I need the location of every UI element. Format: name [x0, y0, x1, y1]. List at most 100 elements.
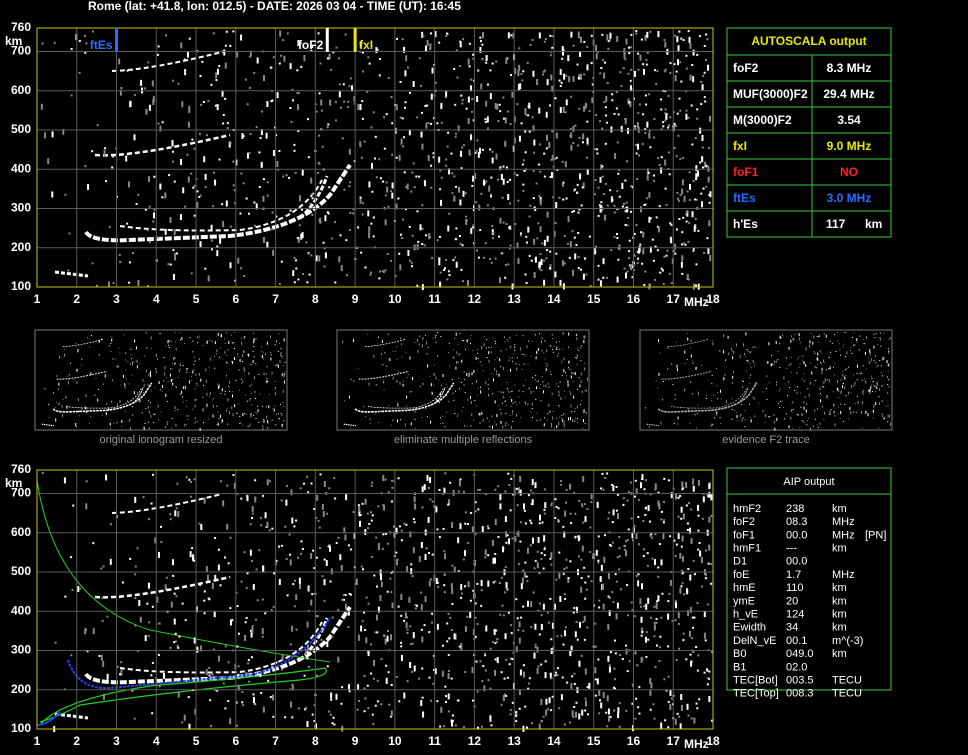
noise-dot — [565, 74, 568, 77]
noise-dot — [376, 679, 379, 682]
noise-dot — [630, 601, 633, 604]
noise-dot — [574, 535, 577, 538]
noise-dot — [183, 58, 186, 61]
noise-dot — [731, 382, 733, 384]
noise-dot — [361, 213, 364, 216]
noise-dot — [119, 352, 121, 354]
noise-dot — [830, 409, 832, 411]
noise-dot — [654, 488, 657, 491]
noise-dot — [224, 390, 226, 392]
noise-dot — [176, 644, 179, 647]
x-tick-label: 6 — [232, 292, 239, 306]
noise-dot — [803, 380, 805, 382]
noise-dot — [210, 83, 213, 86]
noise-dot — [563, 390, 565, 392]
noise-dot — [608, 511, 611, 514]
noise-dot — [294, 579, 297, 582]
noise-dot — [142, 496, 145, 499]
noise-dot — [656, 249, 659, 252]
aip-cell: 20 — [786, 595, 798, 607]
noise-dot — [628, 250, 631, 253]
noise-dot — [427, 346, 429, 348]
noise-dot — [686, 273, 689, 280]
noise-dot — [289, 63, 292, 70]
noise-dot — [285, 499, 288, 506]
noise-dot — [564, 111, 567, 114]
noise-dot — [680, 545, 683, 548]
noise-dot — [878, 337, 880, 339]
noise-dot — [348, 148, 351, 155]
noise-dot — [262, 351, 264, 353]
noise-dot — [145, 407, 147, 409]
noise-dot — [711, 383, 713, 385]
noise-dot — [536, 412, 538, 414]
noise-dot — [165, 34, 168, 37]
thumbnail-caption: eliminate multiple reflections — [394, 434, 533, 446]
noise-dot — [594, 678, 597, 681]
noise-dot — [383, 504, 386, 511]
noise-dot — [695, 646, 698, 649]
noise-dot — [599, 72, 602, 75]
noise-dot — [91, 30, 94, 33]
noise-dot — [689, 606, 692, 613]
noise-dot — [502, 695, 505, 702]
noise-dot — [496, 415, 498, 417]
noise-dot — [521, 368, 523, 370]
noise-dot — [330, 568, 333, 575]
noise-dot — [584, 597, 587, 600]
noise-dot — [460, 583, 463, 590]
noise-dot — [199, 645, 202, 652]
noise-dot — [447, 673, 450, 680]
noise-dot — [418, 343, 420, 345]
noise-dot — [603, 61, 606, 64]
noise-dot — [147, 405, 149, 409]
noise-dot — [317, 32, 320, 35]
row-value: 117 — [826, 217, 846, 231]
noise-dot — [248, 353, 250, 357]
noise-dot — [318, 92, 321, 95]
noise-dot — [723, 334, 725, 338]
noise-dot — [468, 65, 471, 68]
noise-dot — [296, 237, 299, 240]
noise-dot — [417, 240, 420, 243]
noise-dot — [348, 229, 351, 232]
noise-dot — [713, 417, 715, 419]
noise-dot — [798, 356, 800, 358]
noise-dot — [543, 488, 546, 491]
noise-dot — [122, 374, 124, 378]
noise-dot — [882, 384, 884, 386]
noise-dot — [582, 273, 585, 280]
noise-dot — [611, 93, 614, 96]
noise-dot — [274, 344, 276, 346]
noise-dot — [72, 504, 75, 507]
noise-dot — [496, 370, 498, 372]
noise-dot — [425, 341, 427, 345]
noise-dot — [674, 252, 677, 255]
noise-dot — [836, 387, 838, 391]
noise-dot — [258, 421, 260, 423]
noise-dot — [413, 496, 416, 503]
noise-dot — [471, 667, 474, 674]
noise-dot — [198, 358, 200, 360]
noise-dot — [585, 412, 587, 414]
noise-dot — [603, 72, 606, 79]
noise-dot — [251, 512, 254, 515]
noise-dot — [467, 541, 470, 544]
noise-dot — [564, 626, 567, 629]
noise-dot — [826, 395, 828, 397]
noise-dot — [710, 425, 712, 427]
noise-dot — [640, 627, 643, 634]
noise-dot — [846, 368, 848, 370]
row-value: 29.4 MHz — [823, 87, 874, 101]
noise-dot — [809, 427, 811, 431]
noise-dot — [340, 106, 343, 109]
noise-dot — [300, 208, 303, 211]
noise-dot — [645, 603, 648, 610]
noise-dot — [564, 161, 567, 168]
x-tick-label: 5 — [193, 734, 200, 748]
noise-dot — [192, 408, 194, 410]
noise-dot — [253, 356, 255, 358]
noise-dot — [431, 500, 434, 503]
y-tick-label: 760 — [11, 462, 31, 476]
noise-dot — [481, 345, 483, 349]
